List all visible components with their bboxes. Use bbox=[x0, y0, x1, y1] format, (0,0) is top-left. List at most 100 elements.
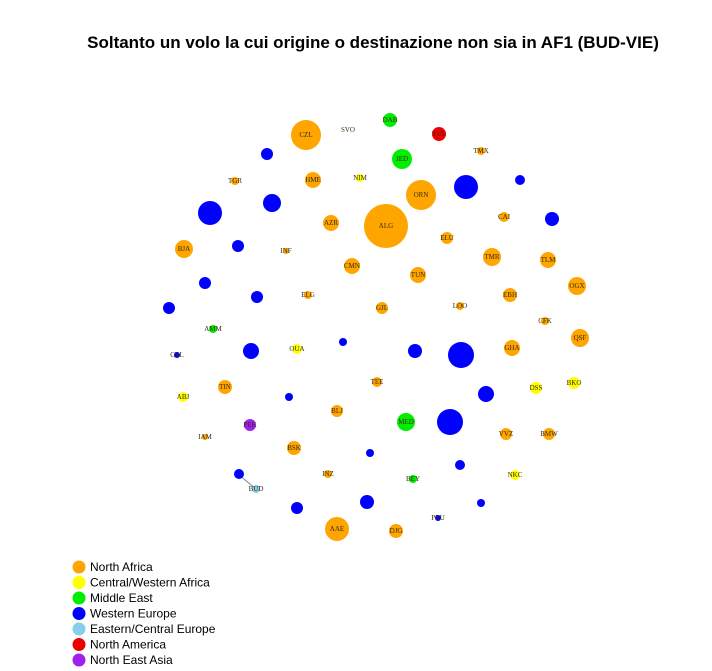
node-circle bbox=[408, 344, 422, 358]
node-unlabeled-69 bbox=[477, 499, 485, 507]
node-gha: GHA bbox=[504, 340, 520, 356]
node-circle bbox=[448, 342, 474, 368]
node-label: SVO bbox=[341, 126, 355, 134]
node-label: VVZ bbox=[499, 430, 513, 438]
node-circle bbox=[406, 180, 436, 210]
node-circle bbox=[515, 175, 525, 185]
node-orn: ORN bbox=[406, 180, 436, 210]
node-circle bbox=[454, 175, 478, 199]
node-circle bbox=[339, 338, 347, 346]
node-med: MED bbox=[397, 413, 415, 431]
node-pru: PRU bbox=[431, 514, 445, 522]
legend-item: Central/Western Africa bbox=[72, 576, 210, 590]
node-iam: IAM bbox=[198, 433, 212, 441]
node-circle bbox=[499, 212, 509, 222]
node-circle bbox=[285, 393, 293, 401]
node-circle bbox=[163, 302, 175, 314]
node-circle bbox=[243, 343, 259, 359]
node-circle bbox=[198, 201, 222, 225]
node-unlabeled-51 bbox=[285, 393, 293, 401]
node-label: CMN bbox=[344, 262, 360, 270]
node-cai: CAI bbox=[498, 212, 511, 222]
node-circle bbox=[356, 174, 364, 182]
node-label: PEK bbox=[243, 421, 256, 429]
node-circle bbox=[543, 428, 555, 440]
node-circle bbox=[261, 148, 273, 160]
node-unlabeled-49 bbox=[478, 386, 494, 402]
node-circle bbox=[541, 317, 549, 325]
node-pek: PEK bbox=[243, 419, 257, 431]
legend-item: Middle East bbox=[72, 591, 153, 605]
node-unlabeled-18 bbox=[545, 212, 559, 226]
node-label: AZR bbox=[324, 219, 338, 227]
node-circle bbox=[251, 291, 263, 303]
node-dss: DSS bbox=[530, 382, 543, 394]
node-label: MED bbox=[398, 418, 414, 426]
node-nim: NIM bbox=[353, 174, 368, 182]
node-label: DAB bbox=[383, 116, 398, 124]
node-circle bbox=[252, 485, 260, 493]
node-inz: INZ bbox=[322, 470, 334, 478]
node-label: BMW bbox=[540, 430, 558, 438]
nodes-layer: CZL SVO DAB YUL JED TMX TGR HME NIM ORN AZR ALG CAI B… bbox=[163, 113, 589, 541]
node-unlabeled-54 bbox=[437, 409, 463, 435]
legend-label: North Africa bbox=[90, 560, 153, 574]
node-ebh: EBH bbox=[503, 288, 517, 302]
diagram-title: Soltanto un volo la cui origine o destin… bbox=[87, 33, 659, 52]
node-circle bbox=[383, 113, 397, 127]
node-tgr: TGR bbox=[228, 177, 242, 185]
node-czl: CZL bbox=[291, 120, 321, 150]
legend-item: North America bbox=[72, 638, 166, 652]
node-circle bbox=[325, 517, 349, 541]
node-label: BLJ bbox=[331, 407, 343, 415]
node-circle bbox=[234, 469, 244, 479]
node-circle bbox=[376, 302, 388, 314]
legend: North Africa Central/Western AfricaMiddle… bbox=[72, 560, 216, 667]
node-label: QSF bbox=[574, 334, 587, 342]
node-circle bbox=[500, 428, 512, 440]
node-label: HME bbox=[305, 176, 321, 184]
node-label: TEE bbox=[371, 378, 384, 386]
node-circle bbox=[323, 215, 339, 231]
node-circle bbox=[292, 344, 302, 354]
node-bja: BJA bbox=[175, 240, 193, 258]
node-unlabeled-43 bbox=[448, 342, 474, 368]
node-unlabeled-60 bbox=[366, 449, 374, 457]
node-unlabeled-4 bbox=[261, 148, 273, 160]
node-label: JED bbox=[396, 155, 408, 163]
legend-swatch bbox=[72, 560, 86, 574]
legend-item: North East Asia bbox=[72, 653, 173, 667]
node-unlabeled-27 bbox=[199, 277, 211, 289]
node-circle bbox=[209, 325, 217, 333]
node-svo: SVO bbox=[341, 126, 355, 134]
node-aae: AAE bbox=[325, 517, 349, 541]
legend-label: Eastern/Central Europe bbox=[90, 622, 216, 636]
legend-item: Eastern/Central Europe bbox=[72, 622, 216, 636]
node-label: CAI bbox=[498, 213, 511, 221]
legend-item: North Africa bbox=[72, 560, 153, 574]
node-label: LOO bbox=[453, 302, 467, 310]
node-circle bbox=[202, 434, 208, 440]
node-circle bbox=[478, 386, 494, 402]
node-circle bbox=[435, 515, 441, 521]
node-circle bbox=[232, 240, 244, 252]
node-label: ELG bbox=[301, 291, 315, 299]
node-circle bbox=[287, 441, 301, 455]
node-inf: INF bbox=[280, 247, 291, 255]
node-azr: AZR bbox=[323, 215, 339, 231]
node-elu: ELU bbox=[440, 232, 454, 244]
node-label: TMR bbox=[484, 253, 500, 261]
node-label: TMX bbox=[473, 147, 489, 155]
node-label: AMM bbox=[204, 325, 222, 333]
node-circle bbox=[392, 149, 412, 169]
node-unlabeled-39 bbox=[243, 343, 259, 359]
node-circle bbox=[503, 288, 517, 302]
node-label: CRL bbox=[170, 351, 184, 359]
node-label: PRU bbox=[431, 514, 445, 522]
node-unlabeled-62 bbox=[455, 460, 465, 470]
node-circle bbox=[477, 147, 485, 155]
node-label: DSS bbox=[530, 384, 543, 392]
node-amm: AMM bbox=[204, 325, 223, 333]
node-unlabeled-68 bbox=[291, 502, 303, 514]
node-dab: DAB bbox=[383, 113, 398, 127]
